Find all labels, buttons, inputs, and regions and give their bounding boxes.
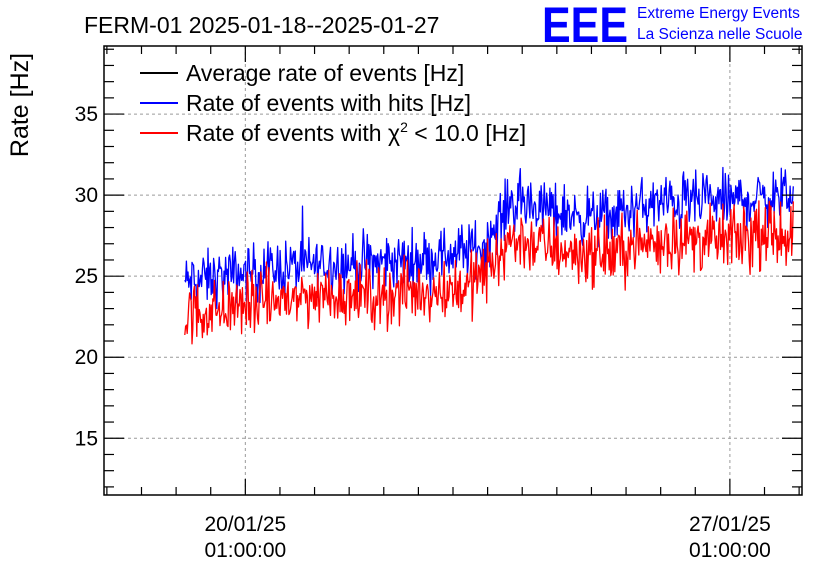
y-tick-label-35: 35 xyxy=(75,103,98,126)
legend-label-chi2-exponent: 2 xyxy=(400,119,408,135)
x-tick-label-time-0: 01:00:00 xyxy=(204,539,286,562)
legend-label-chi2: Rate of events with χ2 < 10.0 [Hz] xyxy=(186,119,526,146)
x-tick-label-time-1: 01:00:00 xyxy=(689,539,771,562)
series-layer xyxy=(184,166,794,345)
legend: Average rate of events [Hz] Rate of even… xyxy=(140,60,526,146)
logo: EEE Extreme Energy Events La Scienza nel… xyxy=(542,0,802,53)
logo-mark: EEE xyxy=(542,0,628,53)
tick-labels: 15 20 25 30 35 20/01/25 01:00:00 27/01/25 01:00:… xyxy=(75,103,771,562)
legend-label-hits: Rate of events with hits [Hz] xyxy=(186,90,471,116)
legend-label-chi2-suffix: < 10.0 [Hz] xyxy=(408,120,526,146)
series-line-1 xyxy=(184,166,794,310)
series-line-2 xyxy=(184,200,794,345)
logo-line-1: Extreme Energy Events xyxy=(637,5,800,22)
y-axis-title: Rate [Hz] xyxy=(6,53,34,157)
y-tick-label-20: 20 xyxy=(75,346,98,369)
legend-label-average: Average rate of events [Hz] xyxy=(186,60,464,86)
chart-title: FERM-01 2025-01-18--2025-01-27 xyxy=(84,12,439,38)
x-tick-label-date-0: 20/01/25 xyxy=(204,513,286,536)
y-tick-label-25: 25 xyxy=(75,265,98,288)
legend-label-chi2-symbol: χ xyxy=(388,120,400,146)
y-tick-label-15: 15 xyxy=(75,427,98,450)
legend-label-chi2-prefix: Rate of events with xyxy=(186,120,388,146)
axis-ticks xyxy=(104,46,802,495)
grid-lines xyxy=(104,46,802,495)
y-tick-label-30: 30 xyxy=(75,184,98,207)
x-tick-label-date-1: 27/01/25 xyxy=(689,513,771,536)
logo-line-2: La Scienza nelle Scuole xyxy=(637,26,802,43)
